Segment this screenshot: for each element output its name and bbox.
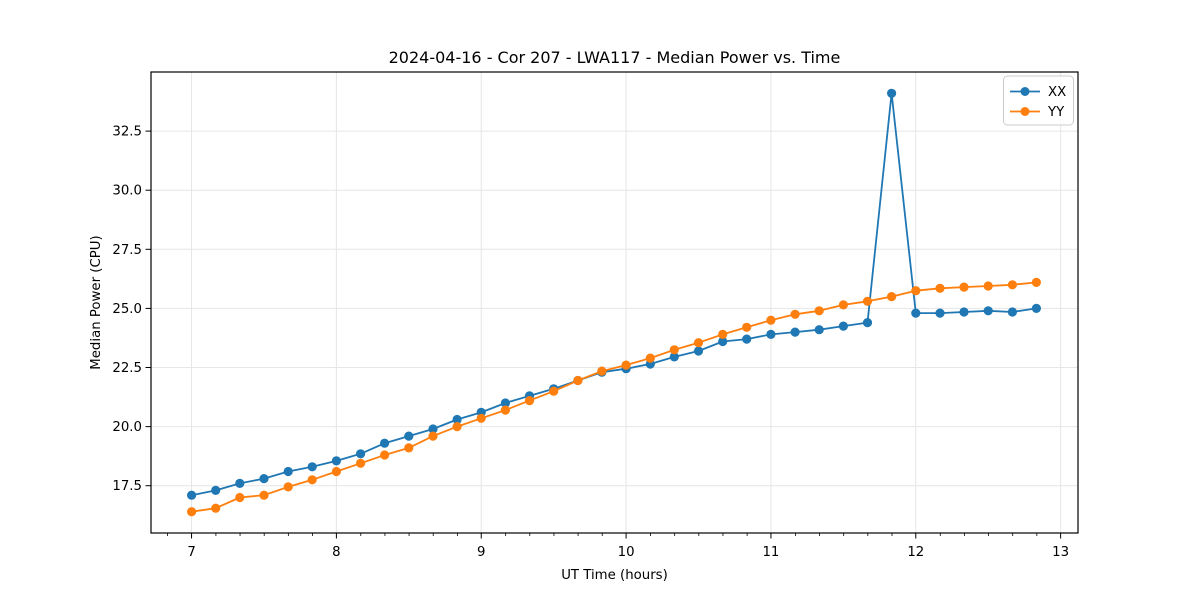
chart-title: 2024-04-16 - Cor 207 - LWA117 - Median P… bbox=[389, 48, 841, 67]
data-point-marker bbox=[187, 490, 197, 500]
data-point-marker bbox=[862, 296, 873, 306]
data-point-marker bbox=[380, 438, 390, 448]
data-point-marker bbox=[235, 492, 245, 503]
data-point-marker bbox=[983, 281, 993, 291]
data-point-marker bbox=[283, 482, 293, 492]
data-point-marker bbox=[356, 458, 366, 468]
data-point-marker bbox=[428, 431, 438, 441]
data-point-marker bbox=[1031, 303, 1041, 313]
data-point-marker bbox=[838, 321, 849, 331]
data-point-marker bbox=[1007, 280, 1018, 290]
data-point-marker bbox=[452, 422, 462, 432]
data-point-marker bbox=[838, 300, 849, 310]
legend-label-xx: XX bbox=[1048, 85, 1066, 100]
data-point-marker bbox=[983, 306, 993, 316]
data-series bbox=[187, 88, 1041, 517]
data-point-marker bbox=[331, 456, 341, 466]
legend: XX YY bbox=[1003, 75, 1074, 126]
x-tick-label: 12 bbox=[907, 545, 924, 560]
data-point-marker bbox=[814, 325, 824, 335]
legend-label-yy: YY bbox=[1047, 105, 1065, 120]
data-point-marker bbox=[959, 307, 969, 317]
axes: 7 8 9 10 11 12 13 17.5 20.0 22.5 25.0 27.5 30.0 32.5 bbox=[112, 71, 1079, 560]
data-point-marker bbox=[790, 309, 800, 319]
data-point-marker bbox=[887, 88, 897, 98]
data-point-marker bbox=[187, 507, 197, 517]
grid-lines bbox=[151, 72, 1078, 533]
series-line bbox=[191, 281, 1037, 513]
data-point-marker bbox=[356, 449, 366, 459]
data-point-marker bbox=[573, 375, 583, 386]
data-point-marker bbox=[718, 329, 728, 339]
y-tick-label: 30.0 bbox=[112, 184, 142, 199]
data-point-marker bbox=[742, 322, 752, 332]
series-yy bbox=[187, 277, 1041, 517]
y-tick-label: 32.5 bbox=[112, 125, 142, 140]
x-tick-label: 8 bbox=[332, 545, 340, 560]
data-point-marker bbox=[307, 462, 317, 472]
legend-marker-icon bbox=[1020, 107, 1030, 116]
series-line bbox=[191, 92, 1037, 497]
x-axis-label: UT Time (hours) bbox=[561, 568, 668, 583]
y-axis-label: Median Power (CPU) bbox=[89, 235, 104, 369]
data-point-marker bbox=[935, 308, 945, 318]
data-point-marker bbox=[742, 334, 752, 344]
data-point-marker bbox=[331, 466, 341, 477]
data-point-marker bbox=[500, 398, 510, 408]
data-point-marker bbox=[476, 413, 486, 423]
y-tick-label: 17.5 bbox=[112, 479, 142, 494]
x-tick-label: 13 bbox=[1052, 545, 1069, 560]
legend-item-xx: XX bbox=[1010, 85, 1066, 100]
x-tick-label: 11 bbox=[762, 545, 779, 560]
data-point-marker bbox=[597, 366, 607, 376]
x-tick-label: 10 bbox=[618, 545, 635, 560]
data-point-marker bbox=[693, 338, 704, 348]
y-tick-label: 25.0 bbox=[112, 302, 142, 317]
data-point-marker bbox=[669, 352, 679, 362]
data-point-marker bbox=[862, 318, 873, 328]
legend-item-yy: YY bbox=[1010, 105, 1065, 120]
y-tick-label: 20.0 bbox=[112, 420, 142, 435]
data-point-marker bbox=[235, 478, 245, 488]
data-point-marker bbox=[404, 431, 414, 441]
data-point-marker bbox=[428, 424, 438, 434]
data-point-marker bbox=[621, 360, 631, 370]
data-point-marker bbox=[814, 306, 824, 316]
data-point-marker bbox=[283, 466, 293, 477]
data-point-marker bbox=[452, 414, 462, 425]
x-tick-label: 7 bbox=[187, 545, 195, 560]
x-tick-label: 9 bbox=[477, 545, 485, 560]
data-point-marker bbox=[549, 386, 559, 396]
data-point-marker bbox=[307, 475, 317, 485]
data-point-marker bbox=[669, 345, 679, 355]
data-point-marker bbox=[380, 450, 390, 460]
data-point-marker bbox=[766, 329, 776, 339]
data-point-marker bbox=[1007, 307, 1018, 317]
data-point-marker bbox=[935, 283, 945, 293]
data-point-marker bbox=[524, 396, 535, 406]
data-point-marker bbox=[718, 336, 728, 347]
data-point-marker bbox=[211, 485, 221, 495]
legend-marker-icon bbox=[1020, 87, 1030, 96]
data-point-marker bbox=[911, 286, 921, 296]
data-point-marker bbox=[404, 443, 414, 453]
data-point-marker bbox=[766, 315, 776, 325]
data-point-marker bbox=[959, 282, 969, 292]
data-point-marker bbox=[1031, 277, 1041, 287]
series-xx bbox=[187, 88, 1041, 500]
data-point-marker bbox=[259, 490, 269, 500]
data-point-marker bbox=[887, 292, 897, 302]
data-point-marker bbox=[911, 308, 921, 318]
y-tick-label: 27.5 bbox=[112, 243, 142, 258]
y-tick-label: 22.5 bbox=[112, 361, 142, 376]
data-point-marker bbox=[645, 353, 655, 363]
plot-frame bbox=[150, 71, 1079, 534]
data-point-marker bbox=[500, 405, 510, 415]
data-point-marker bbox=[211, 503, 221, 513]
data-point-marker bbox=[259, 474, 269, 484]
data-point-marker bbox=[693, 346, 704, 356]
data-point-marker bbox=[790, 327, 800, 337]
